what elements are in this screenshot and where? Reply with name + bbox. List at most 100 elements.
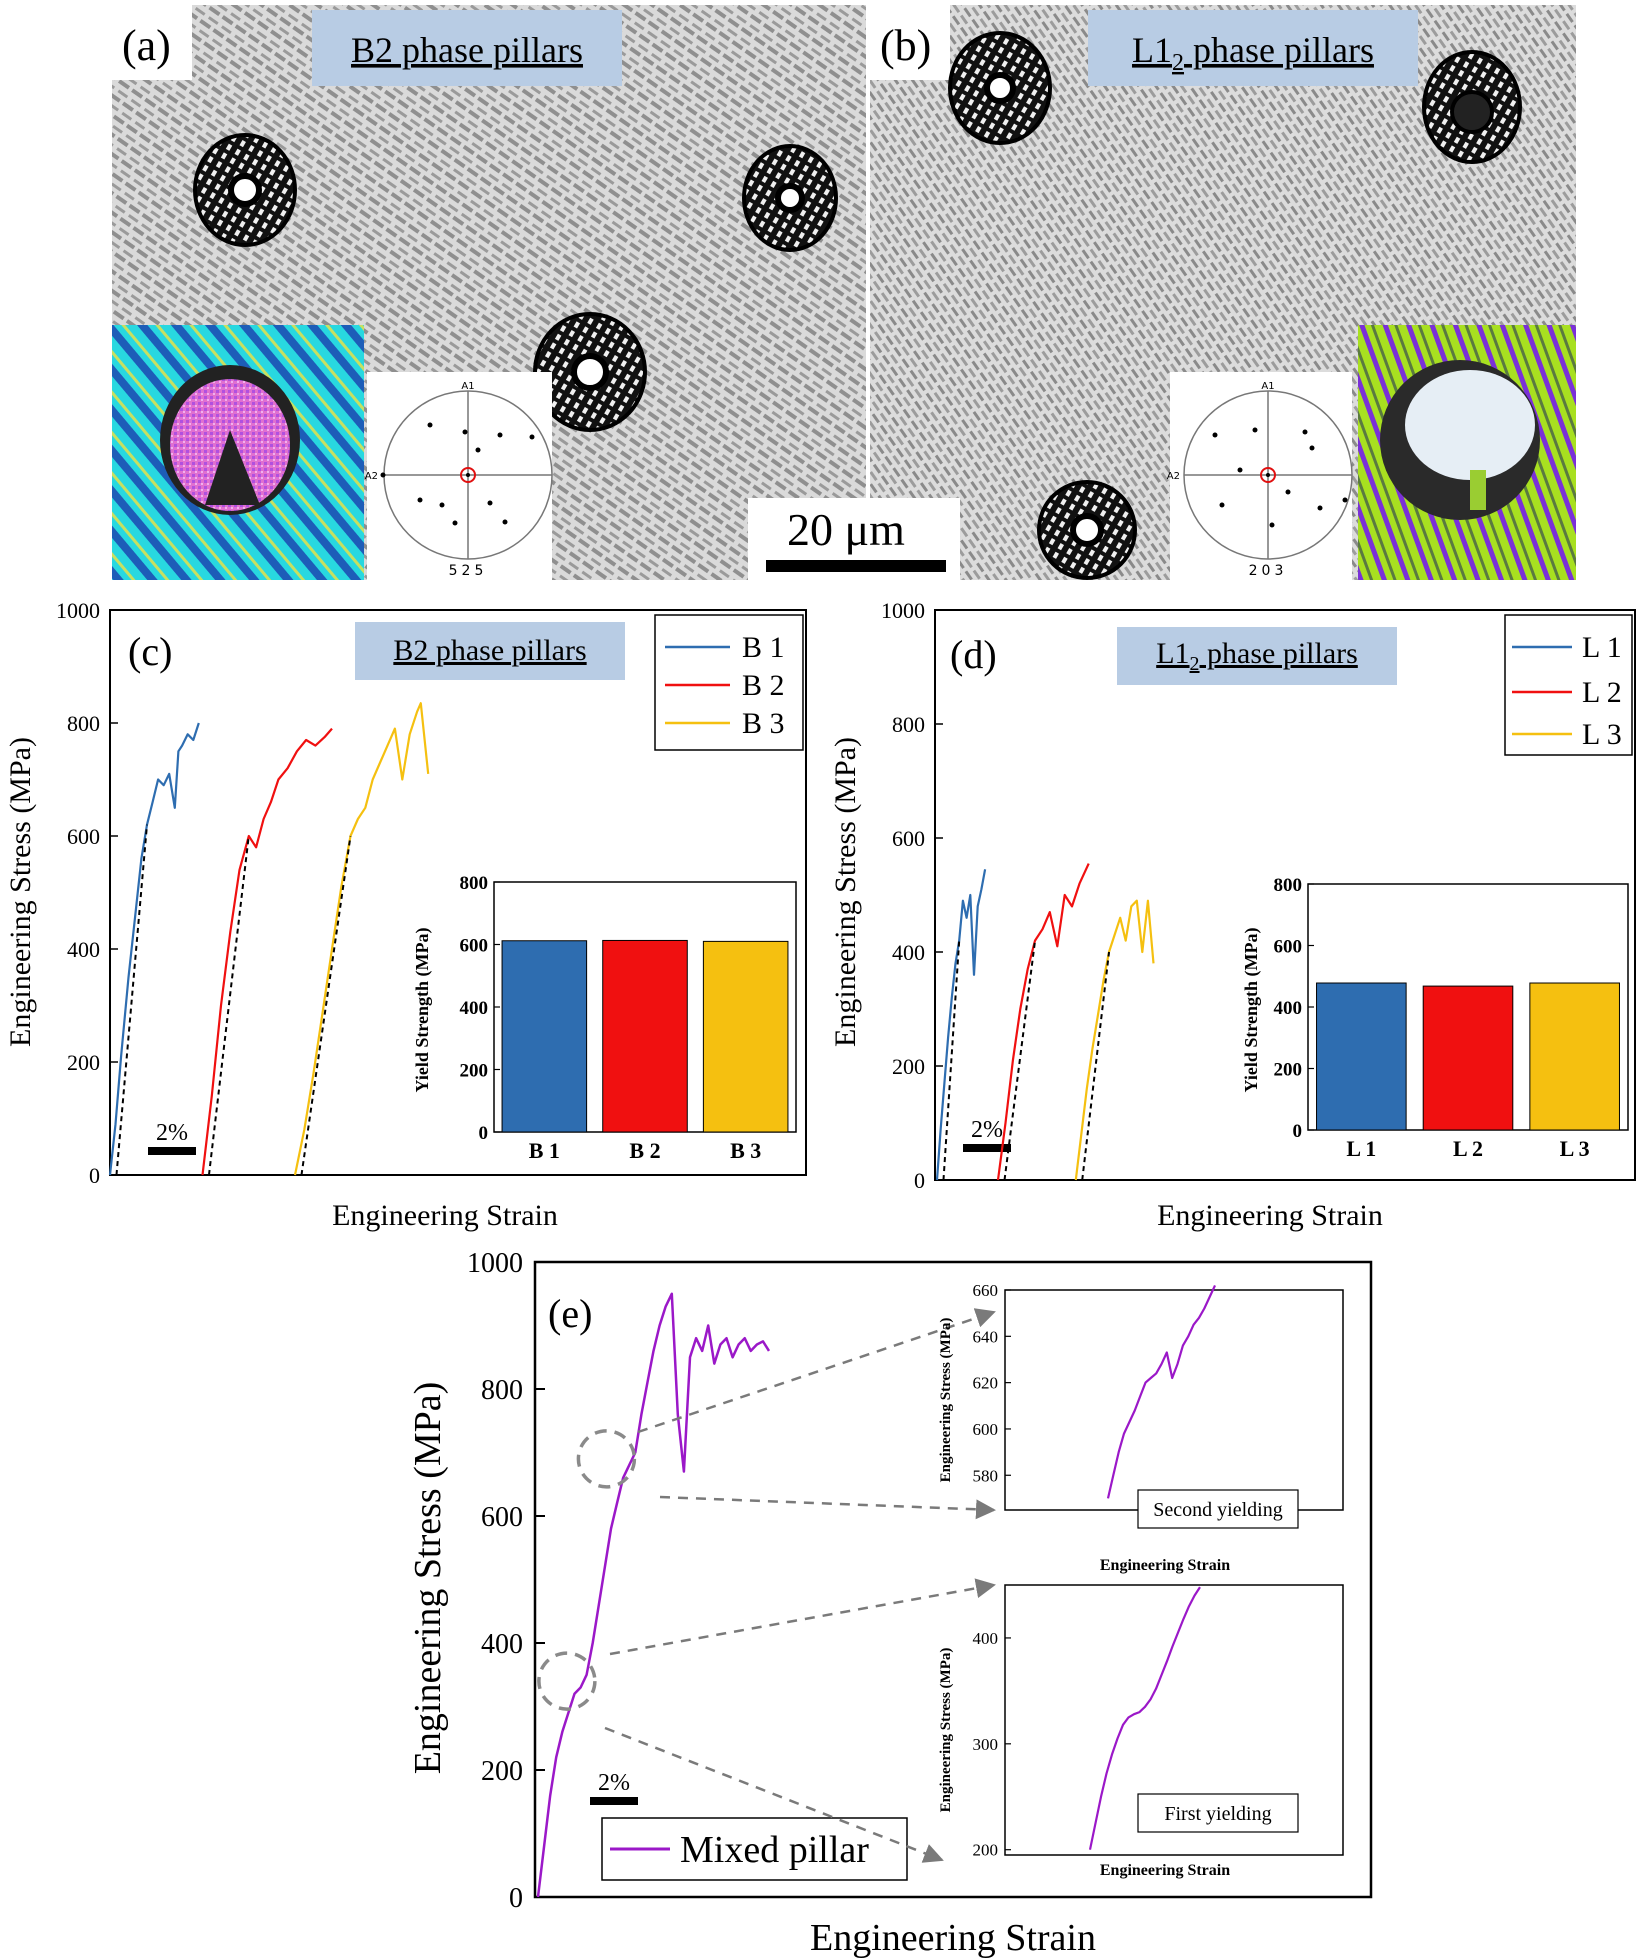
panel-b-micrograph: (b) L12 phase pillars (870, 5, 1576, 580)
scale-bar-line (766, 560, 946, 572)
chart-c-ytick-label: 600 (67, 824, 100, 849)
inset1-ylabel: Engineering Stress (MPa) (938, 1318, 954, 1483)
inset-d-ytick-label: 800 (1274, 875, 1303, 896)
panel-a-micrograph: (a) B2 phase pillars (112, 5, 866, 580)
inset-d-ytick-label: 200 (1274, 1060, 1303, 1081)
inset-d-ytick-label: 400 (1274, 998, 1303, 1019)
chart-c-ylabel: Engineering Stress (MPa) (4, 737, 37, 1047)
chart-c-fit-3 (300, 835, 352, 1176)
pillar-b1 (948, 31, 1052, 145)
chart-d-ytick-label: 400 (892, 940, 925, 965)
chart-c-title: B2 phase pillars (393, 634, 586, 667)
inset-d-bar-1 (1316, 982, 1407, 1131)
inset-e2-curve (1088, 1586, 1201, 1850)
chart-c-ytick-label: 800 (67, 711, 100, 736)
chart-c-ytick-label: 200 (67, 1050, 100, 1075)
chart-e-ytick-label: 0 (509, 1883, 523, 1914)
scale-bar-label: 20 μm (787, 504, 905, 555)
pole-figure-a: A1 A2 525 (365, 372, 553, 580)
chart-d-ytick-label: 800 (892, 712, 925, 737)
panel-a-title-box (312, 10, 622, 86)
inset-e2-ytick-label: 400 (973, 1629, 999, 1648)
chart-d-legend: L 1 L 2 L 3 (1504, 614, 1633, 756)
inset-d-category-label: L 3 (1560, 1136, 1590, 1161)
inset-c-bar-2 (602, 939, 688, 1133)
chart-d-strain-scalebar: 2% (963, 1117, 1011, 1152)
pillar-a2 (742, 144, 838, 252)
pillar-a3 (533, 312, 647, 432)
legend-b2-label: B 2 (742, 669, 785, 702)
ebsd-map-a (112, 325, 364, 580)
chart-c-series-1 (108, 722, 200, 1176)
chart-c-strain-scalebar: 2% (148, 1120, 196, 1155)
chart-d-title-box (1117, 627, 1397, 685)
chart-e-letter: (e) (548, 1291, 592, 1336)
chart-d-frame (934, 609, 1636, 1181)
inset-d-category-label: L 2 (1453, 1136, 1483, 1161)
inset-d-ytick-label: 600 (1274, 937, 1303, 958)
chart-e-legend: Mixed pillar (601, 1817, 908, 1881)
chart-d-ytick-label: 200 (892, 1054, 925, 1079)
chart-c-letter: (c) (128, 629, 172, 674)
inset-e1-ytick-label: 600 (973, 1420, 999, 1439)
chart-e-arrows (604, 1308, 996, 1863)
chart-d-ytick-label: 600 (892, 826, 925, 851)
chart-d-fit-1 (942, 940, 961, 1181)
chart-c-fit-2 (207, 835, 250, 1176)
chart-e-ytick-label: 400 (481, 1629, 523, 1660)
inset-c-category-label: B 2 (629, 1138, 660, 1163)
inset-e1-ytick-label: 620 (973, 1374, 999, 1393)
inset-c-ytick-label: 800 (460, 873, 489, 894)
inset-e2-ytick-label: 300 (973, 1735, 999, 1754)
chart-c-frame (109, 609, 807, 1176)
inset2-xlabel: Engineering Strain (1100, 1862, 1230, 1879)
chart-c-inset-ylabel: Yield Strength (MPa) (412, 928, 433, 1093)
chart-c: (c) B2 phase pillars Engineering Stress … (4, 598, 807, 1232)
inset-d-bar-2 (1422, 985, 1514, 1131)
ebsd-map-b (1358, 325, 1576, 580)
inset1-title: Second yielding (1153, 1499, 1282, 1521)
chart-d-ytick-label: 1000 (881, 598, 925, 623)
inset2-title: First yielding (1164, 1803, 1271, 1825)
pole-axis-left-a: A2 (365, 471, 378, 482)
pillar-b2 (1422, 50, 1522, 164)
chart-e-frame (533, 1260, 1373, 1899)
inset1-xlabel: Engineering Strain (1100, 1557, 1230, 1574)
chart-d-inset-ylabel: Yield Strength (MPa) (1241, 928, 1262, 1093)
chart-e-ytick-label: 1000 (467, 1248, 523, 1279)
chart-c-fit-1 (115, 824, 148, 1176)
chart-d-series-1 (935, 869, 987, 1181)
panel-a-letter: (a) (122, 21, 171, 70)
chart-e-ytick-label: 600 (481, 1502, 523, 1533)
chart-c-series-3 (293, 702, 430, 1176)
chart-e-xlabel: Engineering Strain (810, 1917, 1096, 1959)
chart-d-letter: (d) (950, 632, 997, 677)
legend-l2-label: L 2 (1582, 676, 1622, 709)
chart-d-series-2 (996, 863, 1090, 1181)
chart-e-series-mixed (536, 1292, 771, 1898)
legend-b3-label: B 3 (742, 707, 785, 740)
chart-c-legend: B 1 B 2 B 3 (654, 614, 804, 751)
chart-d-ytick-label: 0 (914, 1168, 925, 1193)
chart-e: (e) Engineering Stress (MPa) Engineering… (407, 1248, 1373, 1959)
chart-e-strain-scalebar-label: 2% (598, 1770, 630, 1796)
pillar-b3 (1037, 480, 1137, 580)
inset-d-bar-3 (1529, 982, 1620, 1131)
chart-d-series-3 (1074, 899, 1155, 1181)
pole-figure-b: A1 A2 203 (1167, 372, 1353, 580)
chart-c-inset: Yield Strength (MPa) 0 200 400 600 800 B 1 B 2… (412, 873, 797, 1163)
inset-c-ytick-label: 600 (460, 936, 489, 957)
pole-axis-left-b: A2 (1167, 471, 1180, 482)
inset-c-ytick-label: 200 (460, 1061, 489, 1082)
panel-a-title: B2 phase pillars (351, 30, 583, 70)
inset-d-category-label: L 1 (1346, 1136, 1376, 1161)
chart-d-inset: Yield Strength (MPa) 0 200 400 600 800 L 1 L 2… (1241, 875, 1629, 1161)
chart-d-ylabel: Engineering Stress (MPa) (829, 737, 862, 1047)
chart-d-xlabel: Engineering Strain (1157, 1199, 1383, 1232)
pole-axis-top-a: A1 (461, 381, 474, 392)
chart-c-ytick-label: 400 (67, 937, 100, 962)
chart-d: (d) L12 phase pillars Engineering Stress… (829, 598, 1636, 1232)
inset-c-bar-3 (702, 940, 789, 1133)
chart-e-ytick-label: 200 (481, 1756, 523, 1787)
